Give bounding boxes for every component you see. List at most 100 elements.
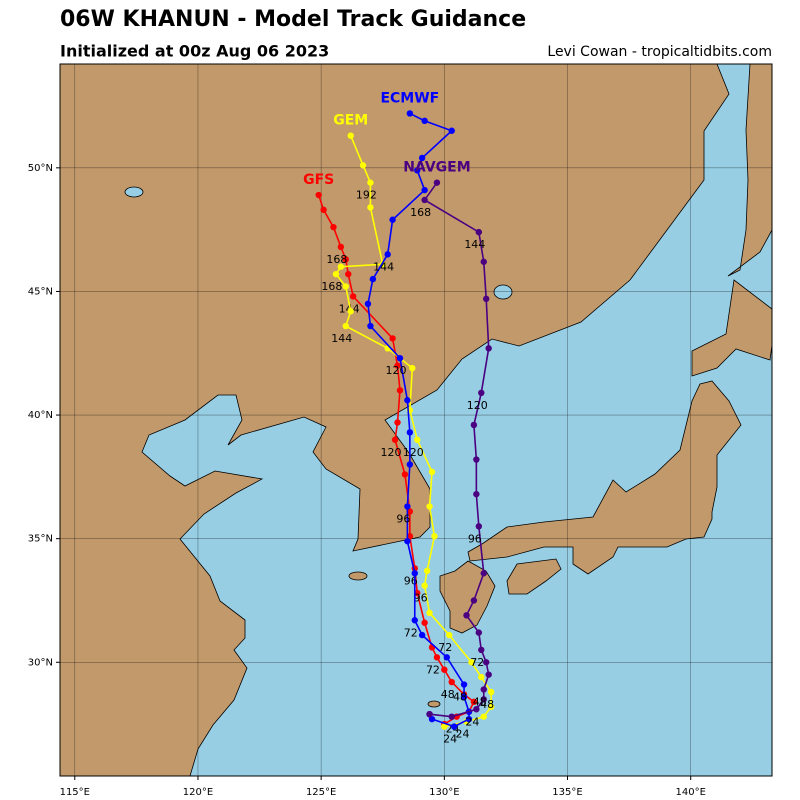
forecast-hour-label: 96	[396, 513, 410, 526]
track-point	[349, 293, 357, 300]
model-name: ECMWF	[380, 90, 439, 106]
track-line	[367, 112, 470, 728]
forecast-hour-label: 48	[453, 691, 467, 704]
track-point	[320, 206, 327, 214]
track-point	[396, 387, 404, 394]
amami	[427, 700, 441, 708]
y-tick-label: 35°N	[28, 534, 53, 545]
track-point	[421, 196, 428, 204]
forecast-hour-label: 144	[331, 332, 352, 345]
track-point	[414, 436, 421, 443]
track-point	[391, 436, 399, 443]
jeju	[348, 571, 368, 581]
forecast-hour-label: 168	[321, 280, 342, 293]
track-point	[406, 429, 414, 436]
track-point	[473, 490, 480, 498]
forecast-hour-label: 48	[473, 695, 487, 708]
track-point	[433, 179, 441, 186]
track-point	[389, 335, 396, 342]
track-point	[475, 629, 483, 636]
forecast-hour-label: 72	[438, 641, 452, 654]
track-point	[364, 300, 372, 308]
forecast-hour-label: 120	[385, 364, 406, 377]
track-point	[480, 570, 487, 577]
basemap	[60, 64, 772, 776]
forecast-hour-label: 120	[403, 446, 424, 459]
track-point	[478, 389, 485, 397]
track-point	[367, 322, 374, 330]
track-point	[485, 345, 492, 352]
track-point	[409, 364, 416, 372]
track-point	[443, 654, 450, 661]
track-point	[433, 654, 441, 661]
forecast-hour-label: 24	[443, 733, 457, 746]
track-point	[460, 681, 468, 688]
track-point	[347, 308, 354, 315]
track-point	[404, 537, 411, 545]
track-point	[342, 322, 349, 330]
track-point	[480, 686, 487, 693]
track-point	[423, 567, 431, 575]
track-point	[394, 419, 401, 426]
y-tick-label: 40°N	[28, 410, 53, 421]
track-point	[480, 713, 487, 720]
track-point	[367, 179, 374, 186]
forecast-hour-label: 120	[467, 399, 488, 412]
forecast-hour-label: 24	[456, 728, 470, 741]
forecast-hour-label: 120	[381, 446, 402, 459]
forecast-hour-label: 144	[373, 260, 394, 273]
track-point	[480, 696, 487, 703]
track-point	[404, 503, 411, 510]
track-point	[483, 659, 490, 666]
model-name: NAVGEM	[403, 160, 470, 176]
track-point	[475, 523, 483, 530]
track-point	[485, 671, 492, 678]
axes: 115°E 120°E 125°E 130°E 135°E 140°E 30°N 35°N 40…	[28, 163, 706, 798]
forecast-hour-label: 96	[468, 532, 482, 545]
x-tick-label: 120°E	[183, 787, 213, 798]
track-point	[342, 256, 349, 263]
track-point	[448, 678, 455, 686]
x-tick-label: 130°E	[429, 787, 459, 798]
track-point	[450, 723, 458, 730]
track-point	[431, 532, 438, 540]
track-point	[421, 619, 428, 626]
track-point	[406, 110, 414, 117]
track-point	[418, 154, 426, 162]
track-point	[414, 589, 421, 597]
track-point	[470, 698, 478, 706]
track-point	[446, 631, 453, 639]
track-point	[384, 251, 391, 258]
mainland	[60, 64, 730, 776]
track-point	[421, 186, 428, 194]
forecast-hour-label: 168	[410, 206, 431, 219]
track-point	[470, 597, 478, 604]
frame	[59, 63, 773, 777]
track-point	[441, 666, 448, 673]
forecast-hour-label: 168	[326, 253, 347, 266]
track-point	[478, 646, 485, 654]
track-point	[369, 275, 377, 283]
x-tick-label: 125°E	[306, 787, 336, 798]
track-point	[418, 631, 426, 639]
y-tick-label: 45°N	[28, 286, 53, 297]
title: 06W KHANUN - Model Track Guidance	[60, 7, 526, 32]
track-point	[441, 723, 448, 730]
track-point	[411, 570, 418, 577]
model-name: GFS	[303, 172, 334, 188]
track-point	[330, 223, 337, 231]
subtitle: Initialized at 00z Aug 06 2023	[60, 42, 329, 61]
track-point	[347, 132, 354, 139]
forecast-hour-label: 48	[441, 688, 455, 701]
track-point	[367, 204, 374, 211]
track-point	[396, 354, 404, 362]
track-point	[315, 191, 322, 199]
track-point	[394, 362, 401, 369]
forecast-hour-label: 72	[404, 626, 418, 639]
track-point	[448, 127, 455, 134]
forecast-hour-label: 72	[470, 656, 484, 669]
track-point	[428, 468, 436, 476]
track-point	[478, 673, 485, 681]
track-point	[426, 710, 433, 718]
